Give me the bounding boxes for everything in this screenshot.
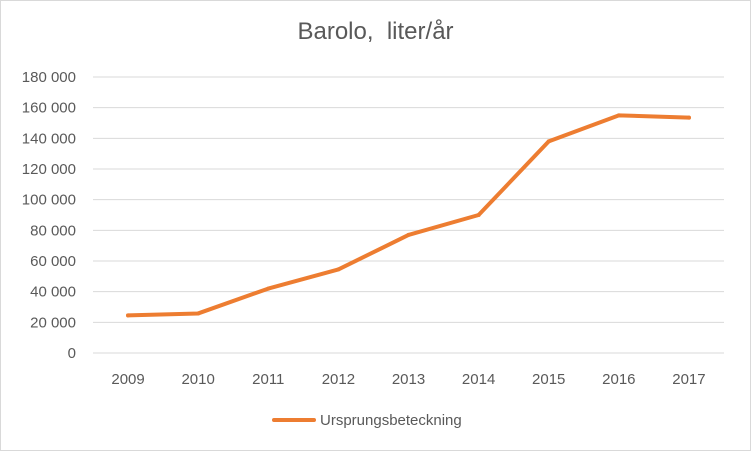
y-tick-label: 120 000 [22, 161, 76, 178]
data-point [406, 232, 411, 237]
series-group [126, 113, 691, 318]
legend-label: Ursprungsbeteckning [320, 412, 462, 429]
data-point [686, 115, 691, 120]
y-tick-label: 40 000 [30, 284, 76, 301]
gridlines [93, 76, 724, 354]
x-tick-label: 2017 [672, 371, 705, 388]
chart-title: Barolo, liter/år [297, 18, 454, 45]
x-tick-label: 2011 [252, 371, 284, 388]
x-tick-label: 2012 [322, 371, 355, 388]
data-point [126, 313, 131, 318]
y-tick-label: 100 000 [22, 192, 76, 209]
x-tick-label: 2015 [532, 371, 565, 388]
x-tick-label: 2016 [602, 371, 635, 388]
y-axis-ticks: 0 20 000 40 000 60 000 80 000 100 000 120 000 1… [22, 69, 76, 362]
data-point [266, 286, 271, 291]
legend: Ursprungsbeteckning [272, 412, 462, 429]
y-tick-label: 20 000 [30, 314, 76, 331]
y-tick-label: 0 [68, 345, 76, 362]
data-point [196, 311, 201, 316]
data-point [546, 139, 551, 144]
x-tick-label: 2009 [111, 371, 144, 388]
x-tick-label: 2013 [392, 371, 425, 388]
x-tick-label: 2014 [462, 371, 495, 388]
series-line [126, 113, 691, 318]
x-tick-label: 2010 [181, 371, 214, 388]
y-tick-label: 180 000 [22, 69, 76, 86]
y-tick-label: 60 000 [30, 253, 76, 270]
y-tick-label: 140 000 [22, 130, 76, 147]
y-tick-label: 80 000 [30, 222, 76, 239]
data-point [476, 213, 481, 217]
x-axis-ticks: 2009 2010 2011 2012 2013 2014 2015 2016 2017 [111, 371, 705, 388]
y-tick-label: 160 000 [22, 100, 76, 117]
data-point [616, 113, 621, 118]
data-point [336, 267, 341, 272]
